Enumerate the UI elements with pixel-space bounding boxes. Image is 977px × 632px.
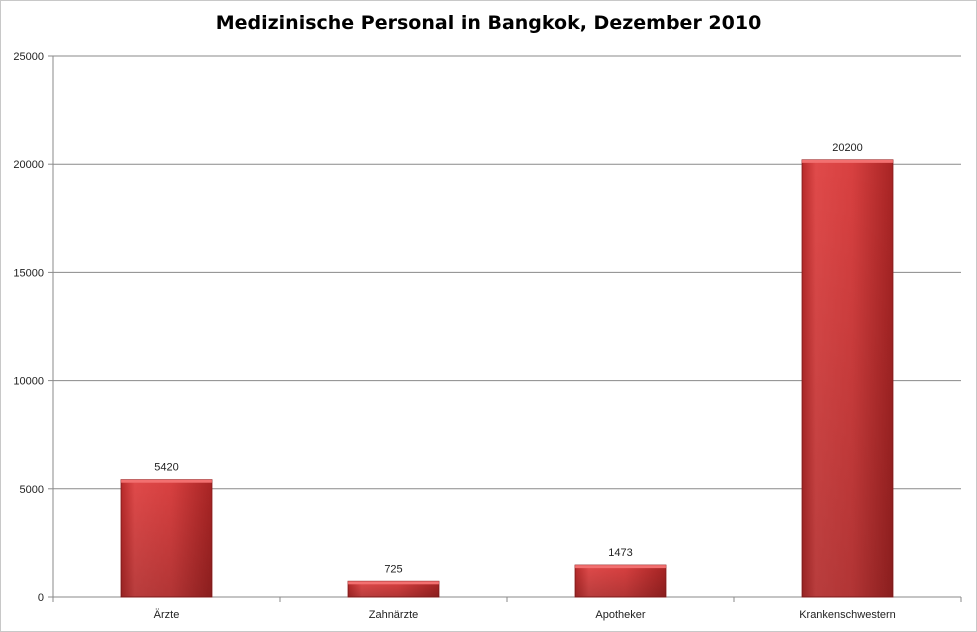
bar-top-highlight bbox=[802, 159, 893, 163]
bar bbox=[120, 479, 213, 598]
bar-top-highlight bbox=[121, 479, 212, 483]
y-tick-label: 0 bbox=[38, 592, 44, 604]
bar bbox=[347, 580, 440, 598]
y-tick-label: 20000 bbox=[13, 159, 44, 171]
data-label: 725 bbox=[384, 563, 402, 575]
y-tick-label: 15000 bbox=[13, 267, 44, 279]
data-label: 5420 bbox=[154, 462, 178, 474]
x-tick-label: Apotheker bbox=[595, 609, 645, 621]
bar bbox=[801, 159, 894, 598]
bar-top-highlight bbox=[348, 581, 439, 585]
x-tick-label: Zahnärzte bbox=[369, 609, 419, 621]
bar-top-highlight bbox=[575, 565, 666, 569]
data-label: 1473 bbox=[608, 547, 632, 559]
chart-title: Medizinische Personal in Bangkok, Dezemb… bbox=[215, 12, 762, 34]
y-tick-label: 10000 bbox=[13, 376, 44, 388]
x-tick-label: Ärzte bbox=[154, 609, 180, 621]
x-tick-label: Krankenschwestern bbox=[799, 609, 896, 621]
bar-shade bbox=[348, 581, 439, 597]
data-label: 20200 bbox=[832, 142, 863, 154]
bar-shade bbox=[802, 159, 893, 597]
y-tick-label: 5000 bbox=[20, 484, 44, 496]
bar-shade bbox=[121, 479, 212, 597]
bar-shade bbox=[575, 565, 666, 597]
y-tick-label: 25000 bbox=[13, 51, 44, 63]
bar bbox=[574, 564, 667, 598]
